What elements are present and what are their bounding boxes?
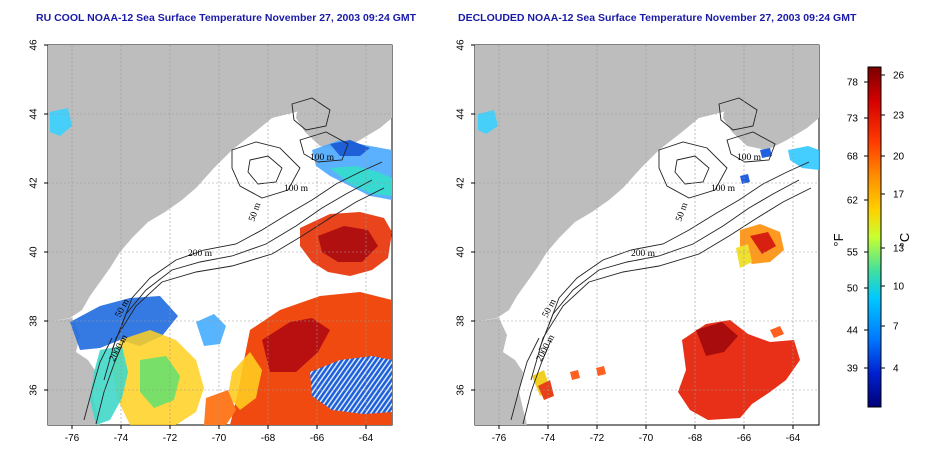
y-tick-label: 42 bbox=[29, 177, 40, 189]
y-tick-label: 46 bbox=[456, 39, 467, 51]
colorbar-c-tick-label: 23 bbox=[893, 111, 905, 122]
colorbar-gradient bbox=[867, 66, 882, 408]
left-sst-warm-north-core bbox=[318, 226, 378, 262]
left-sst-blue-ne bbox=[330, 140, 370, 156]
x-tick-label: -72 bbox=[590, 433, 605, 444]
left-contour-label: 100 m bbox=[310, 153, 335, 163]
left-sst-warm-south-core bbox=[262, 318, 330, 372]
right-sst-yellow-patch bbox=[736, 244, 752, 268]
right-isobaths bbox=[510, 97, 812, 425]
x-tick-label: -76 bbox=[492, 433, 507, 444]
colorbar: 78 73 68 62 55 50 44 39 26 23 20 17 13 10 7 4 °F °C bbox=[831, 66, 912, 408]
x-tick-label: -74 bbox=[541, 433, 556, 444]
right-map-grid bbox=[475, 45, 819, 425]
right-y-axis: 46 44 42 40 38 36 bbox=[456, 39, 475, 396]
colorbar-fahrenheit-label: °F bbox=[831, 233, 846, 246]
left-land-delmarva bbox=[48, 318, 100, 425]
right-map-title: DECLOUDED NOAA-12 Sea Surface Temperatur… bbox=[458, 12, 857, 24]
colorbar-f-tick-label: 44 bbox=[847, 326, 859, 337]
left-y-axis: 46 44 42 40 38 36 bbox=[29, 39, 48, 396]
x-tick-label: -68 bbox=[688, 433, 703, 444]
y-tick-label: 40 bbox=[456, 246, 467, 258]
colorbar-c-tick-label: 13 bbox=[893, 244, 905, 255]
y-tick-label: 40 bbox=[29, 246, 40, 258]
x-tick-label: -68 bbox=[261, 433, 276, 444]
y-tick-label: 42 bbox=[456, 177, 467, 189]
right-sst-warm-north-core bbox=[750, 232, 776, 254]
colorbar-fahrenheit-ticks: 78 73 68 62 55 50 44 39 bbox=[847, 78, 868, 375]
colorbar-c-tick-label: 26 bbox=[893, 71, 905, 82]
y-tick-label: 38 bbox=[456, 315, 467, 327]
x-tick-label: -70 bbox=[639, 433, 654, 444]
left-x-axis: -76 -74 -72 -70 -68 -66 -64 bbox=[65, 425, 374, 444]
right-sst-warm-south-core bbox=[696, 322, 738, 356]
colorbar-c-tick-label: 4 bbox=[893, 364, 899, 375]
colorbar-c-tick-label: 20 bbox=[893, 152, 905, 163]
colorbar-celsius-label: °C bbox=[897, 233, 912, 248]
y-tick-label: 36 bbox=[456, 384, 467, 396]
x-tick-label: -66 bbox=[310, 433, 325, 444]
colorbar-c-tick-label: 10 bbox=[893, 282, 905, 293]
left-map-panel: 100 m 100 m 50 m 200 m 50 m 2000 m -76 -7… bbox=[29, 39, 393, 444]
colorbar-f-tick-label: 78 bbox=[847, 78, 859, 89]
colorbar-f-tick-label: 50 bbox=[847, 284, 859, 295]
colorbar-c-tick-label: 7 bbox=[893, 322, 899, 333]
y-tick-label: 36 bbox=[29, 384, 40, 396]
colorbar-f-tick-label: 39 bbox=[847, 364, 859, 375]
y-tick-label: 44 bbox=[456, 108, 467, 120]
colorbar-f-tick-label: 73 bbox=[847, 114, 859, 125]
y-tick-label: 38 bbox=[29, 315, 40, 327]
colorbar-f-tick-label: 62 bbox=[847, 196, 859, 207]
x-tick-label: -64 bbox=[786, 433, 801, 444]
colorbar-c-tick-label: 17 bbox=[893, 190, 905, 201]
left-sst-far-south bbox=[204, 390, 236, 425]
left-map-title: RU COOL NOAA-12 Sea Surface Temperature … bbox=[36, 12, 417, 24]
left-contour-label: 200 m bbox=[188, 249, 213, 259]
right-contour-label: 100 m bbox=[711, 184, 736, 194]
x-tick-label: -76 bbox=[65, 433, 80, 444]
left-map-grid bbox=[48, 45, 392, 425]
left-sst-gulf-eddy bbox=[310, 356, 392, 414]
right-x-axis: -76 -74 -72 -70 -68 -66 -64 bbox=[492, 425, 801, 444]
x-tick-label: -66 bbox=[737, 433, 752, 444]
x-tick-label: -70 bbox=[212, 433, 227, 444]
x-tick-label: -64 bbox=[359, 433, 374, 444]
x-tick-label: -72 bbox=[163, 433, 178, 444]
right-land-delmarva bbox=[475, 318, 527, 425]
y-tick-label: 44 bbox=[29, 108, 40, 120]
left-sst-cyan-ne bbox=[330, 166, 392, 196]
colorbar-f-tick-label: 68 bbox=[847, 152, 859, 163]
right-sst-blue-bits bbox=[740, 148, 772, 184]
left-sst-gulfmaine-patch bbox=[50, 108, 72, 136]
right-contour-label: 200 m bbox=[631, 249, 656, 259]
right-sst-cyan-gulfmaine bbox=[478, 110, 498, 134]
right-contour-label: 100 m bbox=[737, 153, 762, 163]
x-tick-label: -74 bbox=[114, 433, 129, 444]
y-tick-label: 46 bbox=[29, 39, 40, 51]
left-isobaths bbox=[83, 97, 385, 425]
colorbar-celsius-ticks: 26 23 20 17 13 10 7 4 bbox=[881, 71, 905, 375]
left-contour-label: 100 m bbox=[284, 184, 309, 194]
right-sst-cyan-ne bbox=[788, 146, 819, 170]
left-sst-inshore bbox=[196, 314, 226, 346]
right-sst-shelf-red bbox=[538, 380, 554, 400]
left-sst-yellow-edge bbox=[228, 352, 262, 410]
colorbar-f-tick-label: 55 bbox=[847, 248, 859, 259]
left-sst-shelf-cyan bbox=[90, 346, 128, 425]
right-map-panel: 100 m 100 m 50 m 200 m 50 m 2000 m -76 -7… bbox=[456, 39, 820, 444]
